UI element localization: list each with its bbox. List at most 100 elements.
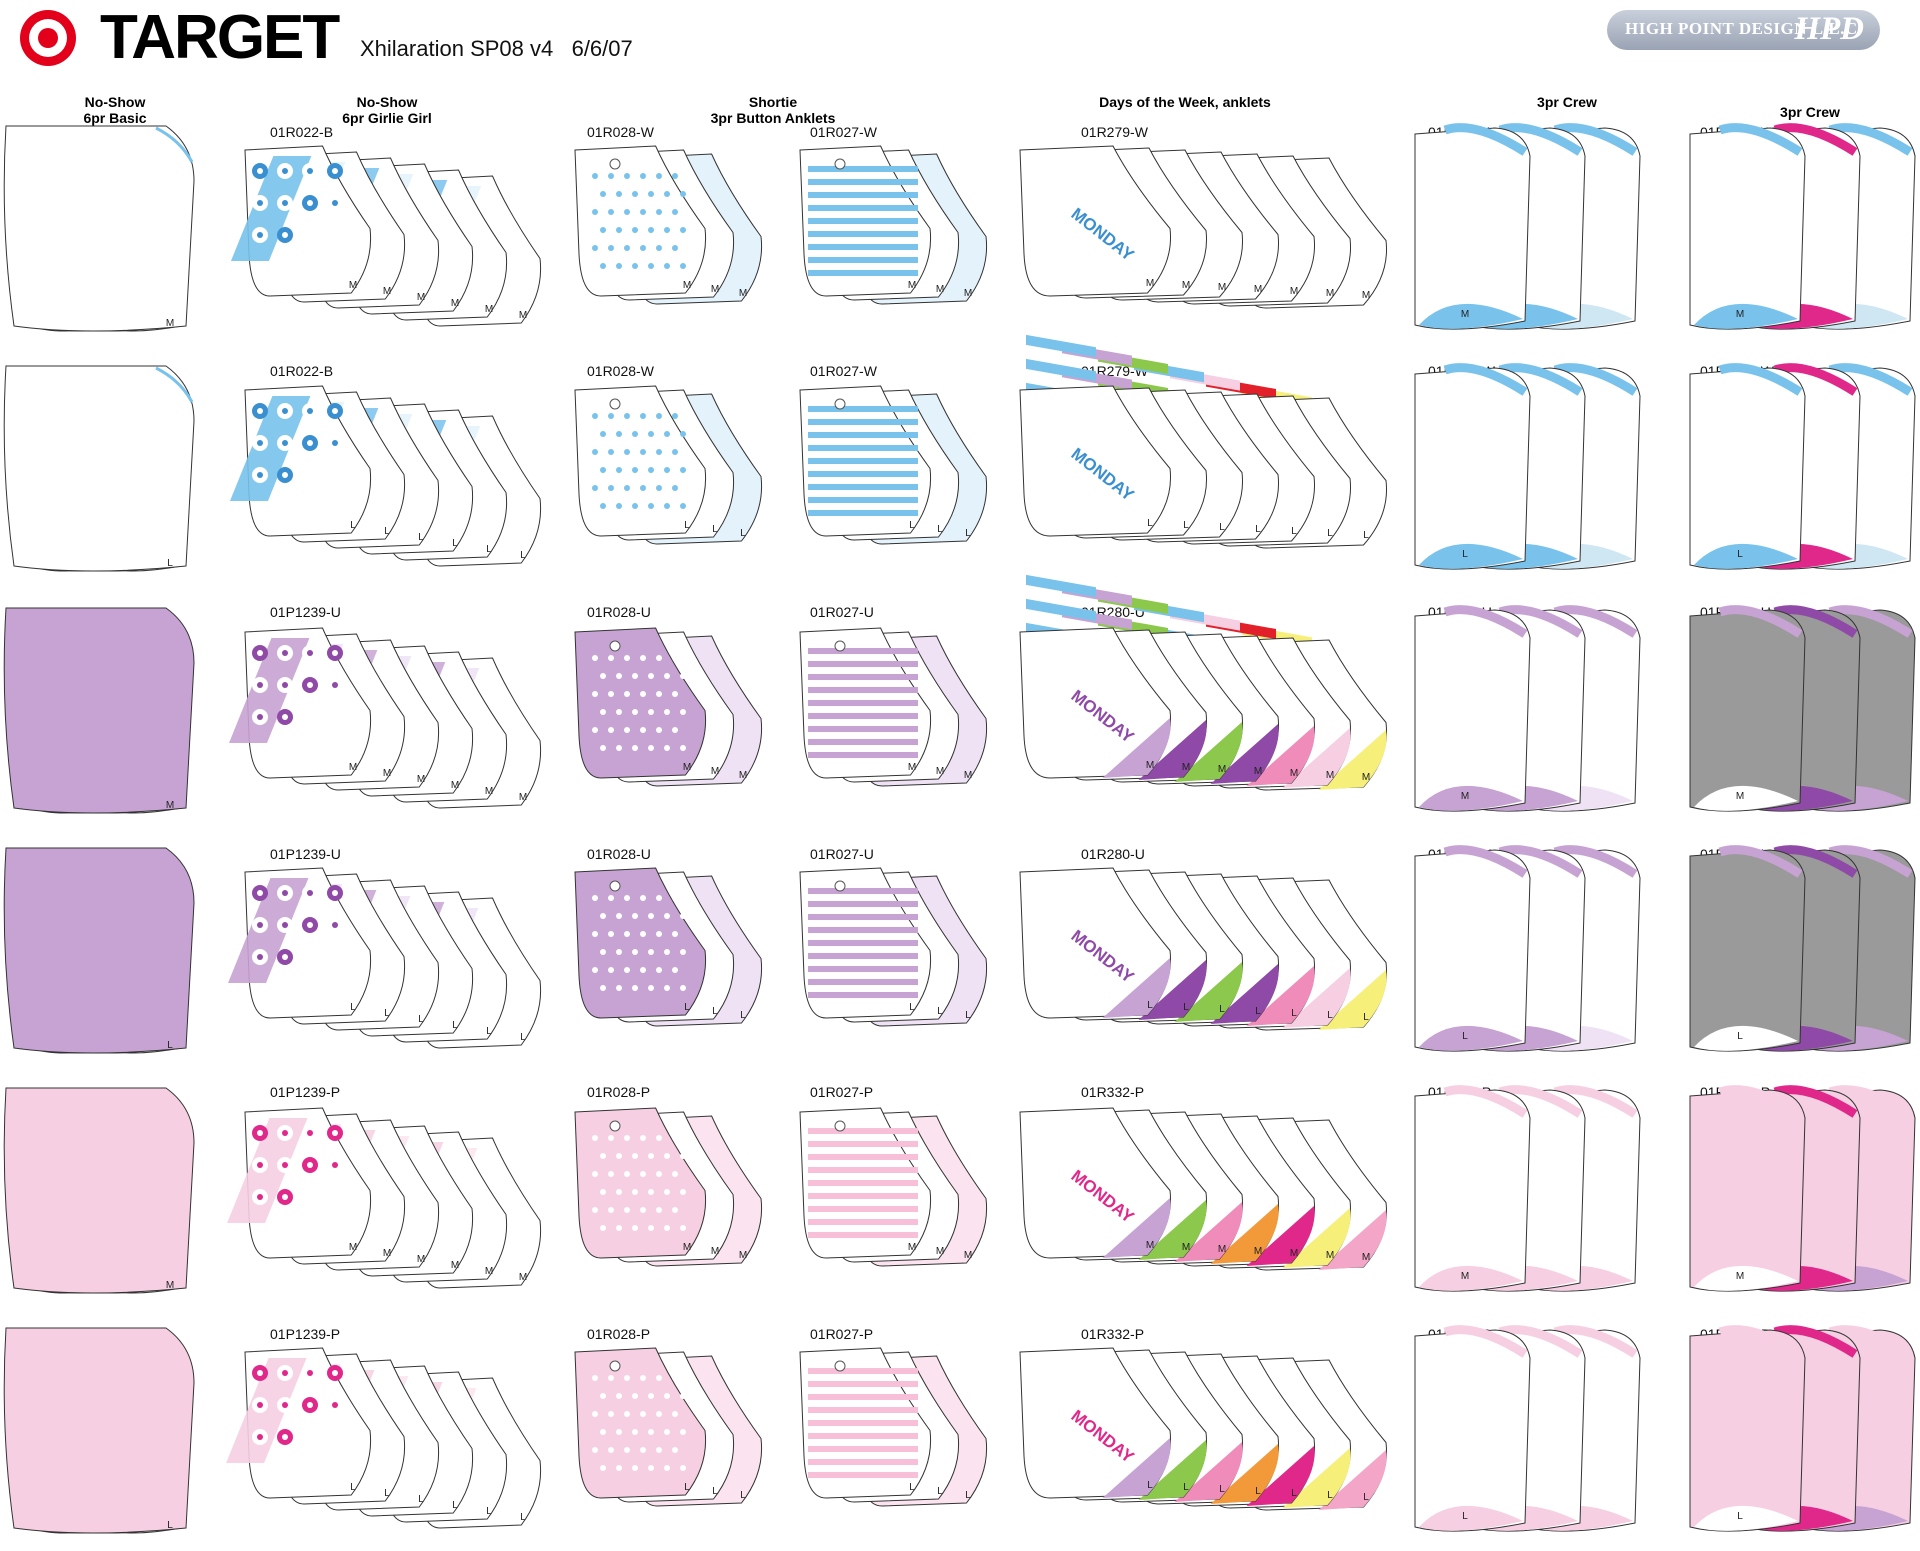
sock-group-c4: MMM — [799, 145, 988, 305]
heart-icon — [592, 655, 598, 661]
heart-icon — [640, 1207, 646, 1213]
size-label: L — [684, 520, 690, 531]
flower-center — [257, 714, 263, 720]
heart-icon — [616, 913, 622, 919]
heart-icon — [664, 1393, 670, 1399]
sock-group-c6: MMM — [1414, 123, 1641, 330]
heart-icon — [664, 1153, 670, 1159]
button-icon — [834, 1360, 846, 1372]
size-label: M — [1182, 762, 1190, 773]
flower-center — [257, 1370, 263, 1376]
heart-icon — [656, 931, 662, 937]
heart-icon — [664, 191, 670, 197]
button-icon — [834, 398, 846, 410]
flower-center — [257, 890, 263, 896]
header: TARGET Xhilaration SP08 v4 6/6/07 HIGH P… — [0, 0, 1920, 80]
sock-stripe — [808, 648, 918, 654]
size-label: L — [1219, 522, 1225, 533]
sock-group-c2: M M M M M M — [227, 1107, 542, 1289]
size-label: L — [520, 1032, 526, 1043]
heart-icon — [656, 727, 662, 733]
heart-icon — [592, 1135, 598, 1141]
size-label: M — [519, 792, 527, 803]
sock-pattern — [229, 638, 310, 743]
flower-center — [307, 1402, 313, 1408]
sock-cuff — [1443, 123, 1528, 156]
heart-icon — [672, 895, 678, 901]
heart-icon — [648, 263, 654, 269]
flower-center — [332, 682, 338, 688]
heart-icon — [592, 931, 598, 937]
sock-cuff — [1773, 845, 1858, 878]
size-label: L — [1291, 526, 1297, 537]
brand-name: TARGET — [100, 3, 340, 72]
size-label: M — [739, 288, 747, 299]
heart-icon — [624, 727, 630, 733]
size-label: L — [937, 524, 943, 535]
heart-icon — [600, 1189, 606, 1195]
flower-center — [307, 200, 313, 206]
heart-icon — [616, 263, 622, 269]
size-label: M — [417, 774, 425, 785]
sock-cuff — [1773, 605, 1858, 638]
heart-icon — [680, 673, 686, 679]
heart-icon — [640, 655, 646, 661]
sock-heel — [1419, 1505, 1523, 1531]
product-code: 01R028-W — [587, 124, 654, 140]
heart-icon — [608, 173, 614, 179]
column-heading-c6: 3pr Crew — [1537, 94, 1597, 110]
sock-stripe — [808, 1381, 918, 1387]
sock-pair — [3, 125, 195, 332]
flower-center — [257, 922, 263, 928]
heart-icon — [680, 503, 686, 509]
heart-icon — [616, 503, 622, 509]
sock-cuff — [1443, 1325, 1528, 1358]
size-label: L — [350, 520, 356, 531]
heart-icon — [648, 431, 654, 437]
flower-center — [282, 1162, 288, 1168]
sock-stripe — [808, 166, 918, 172]
sock-pair — [1414, 1329, 1531, 1532]
flower-center — [332, 890, 338, 896]
heart-icon — [608, 1411, 614, 1417]
flower-center — [257, 1402, 263, 1408]
size-label: M — [1362, 1252, 1370, 1263]
sock-pattern — [230, 156, 312, 261]
heart-icon — [600, 913, 606, 919]
sock-pattern — [226, 1358, 307, 1463]
heart-icon — [600, 1225, 606, 1231]
product-code: 01P1239-P — [270, 1326, 341, 1342]
heart-icon — [616, 1393, 622, 1399]
heart-icon — [608, 245, 614, 251]
heart-icon — [624, 655, 630, 661]
sock-group-c6: LLL — [1414, 1325, 1641, 1532]
size-label: L — [384, 1488, 390, 1499]
heart-icon — [664, 503, 670, 509]
size-label: M — [451, 1260, 459, 1271]
heart-icon — [648, 467, 654, 473]
sock-stripe — [808, 192, 918, 198]
flower-center — [332, 1162, 338, 1168]
size-label: M — [1182, 1242, 1190, 1253]
flower-center — [332, 440, 338, 446]
heart-icon — [680, 1429, 686, 1435]
heart-icon — [640, 931, 646, 937]
heart-icon — [592, 485, 598, 491]
heart-icon — [664, 431, 670, 437]
heart-icon — [680, 1225, 686, 1231]
size-label: M — [1254, 1246, 1262, 1257]
heart-icon — [592, 691, 598, 697]
button-icon — [609, 880, 621, 892]
heart-icon — [680, 949, 686, 955]
sock-stripe — [808, 901, 918, 907]
heart-icon — [664, 709, 670, 715]
heart-icon — [656, 413, 662, 419]
heart-icon — [656, 1375, 662, 1381]
sock-stripe — [808, 1459, 918, 1465]
heart-icon — [632, 1465, 638, 1471]
heart-icon — [616, 1225, 622, 1231]
size-label: L — [684, 1482, 690, 1493]
column-heading-c1: 6pr Basic — [83, 110, 147, 126]
heart-icon — [632, 503, 638, 509]
size-label: M — [1182, 280, 1190, 291]
